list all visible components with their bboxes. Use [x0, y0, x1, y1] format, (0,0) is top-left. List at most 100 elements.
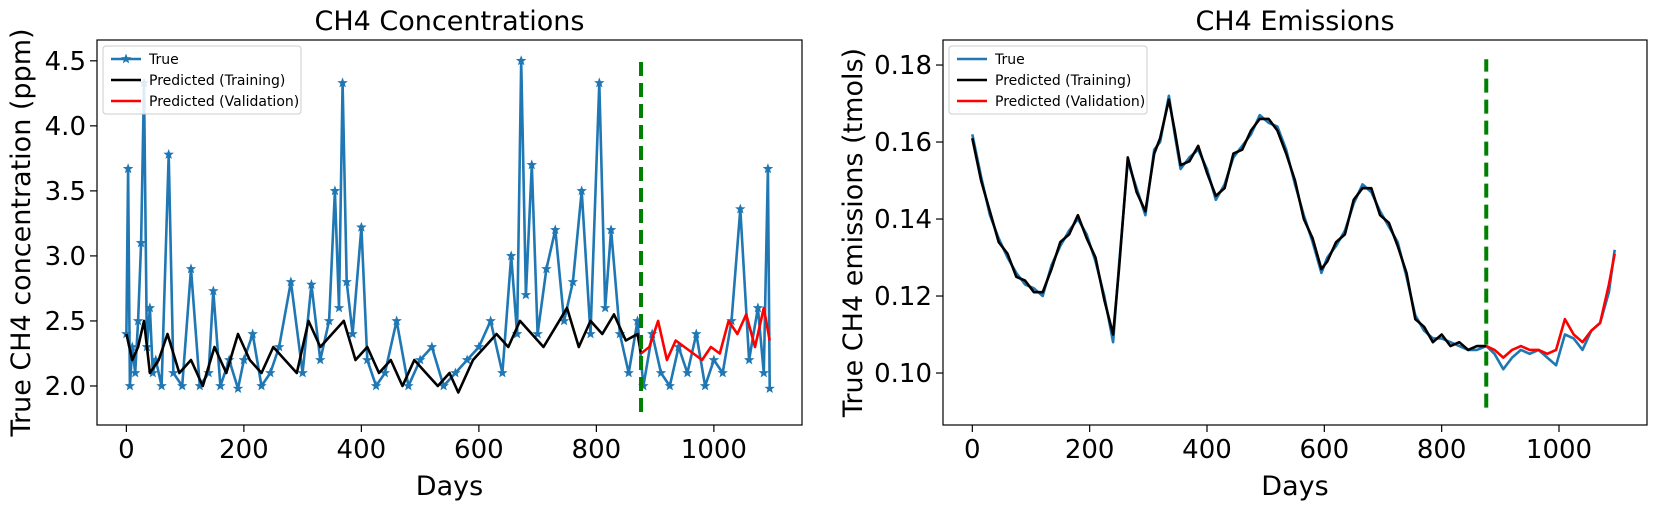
data-point-true — [691, 328, 702, 339]
chart-title: CH4 Emissions — [1195, 6, 1394, 37]
data-point-true — [717, 367, 728, 378]
data-point-true — [585, 328, 596, 339]
data-point-true — [520, 289, 532, 300]
data-point-true — [177, 380, 188, 391]
legend-label-predicted-validation: Predicted (Validation) — [995, 94, 1145, 110]
data-point-true — [673, 341, 684, 352]
data-point-true — [743, 354, 755, 365]
data-point-true — [614, 328, 626, 339]
data-point-true — [550, 224, 561, 235]
data-point-true — [600, 302, 611, 313]
plot-frame — [96, 39, 803, 426]
data-point-true — [347, 328, 358, 339]
y-tick-label: 3.5 — [45, 177, 86, 207]
data-point-true — [576, 185, 587, 196]
data-point-true — [473, 341, 485, 352]
data-point-true — [341, 276, 352, 287]
data-point-true — [156, 380, 167, 391]
data-point-true — [337, 77, 348, 88]
data-point-true — [632, 315, 643, 326]
data-point-true — [323, 315, 335, 326]
data-point-true — [362, 354, 373, 365]
data-point-true — [515, 55, 527, 66]
data-point-true — [273, 341, 285, 352]
data-point-true — [144, 302, 156, 313]
data-point-true — [699, 380, 711, 391]
data-point-true — [594, 77, 605, 88]
data-point-true — [426, 341, 438, 352]
data-point-true — [752, 302, 764, 313]
data-point-true — [256, 380, 267, 391]
data-point-true — [532, 328, 543, 339]
data-point-true — [762, 163, 774, 174]
data-point-true — [438, 380, 449, 391]
data-point-true — [370, 380, 382, 391]
x-axis-label: Days — [416, 471, 483, 502]
x-tick-label: 200 — [219, 435, 269, 465]
data-point-true — [333, 302, 345, 313]
series-line-predicted-training — [125, 306, 643, 394]
legend-box — [102, 45, 302, 115]
data-point-true — [708, 354, 720, 365]
legend-marker-true — [120, 53, 132, 64]
data-point-true — [124, 380, 136, 391]
series-line-predicted-training — [971, 98, 1487, 352]
data-point-true — [135, 237, 147, 248]
data-point-true — [163, 149, 174, 159]
plot-area — [971, 59, 1616, 408]
data-point-true — [150, 354, 161, 365]
series-line-predicted-validation — [640, 306, 771, 362]
x-tick-label: 400 — [1182, 435, 1232, 465]
data-point-true — [485, 315, 496, 326]
data-point-true — [647, 328, 658, 339]
x-tick-label: 200 — [1065, 435, 1115, 465]
y-axis-label: True CH4 emissions (tmols) — [838, 48, 869, 418]
data-point-true — [127, 341, 138, 352]
y-tick-label: 3.0 — [45, 242, 86, 272]
x-tick-label: 1000 — [681, 435, 747, 465]
legend-label-true: True — [148, 52, 179, 68]
data-point-true — [315, 354, 326, 365]
chart-title: CH4 Concentrations — [315, 6, 585, 37]
data-point-true — [297, 367, 308, 378]
x-tick-label: 0 — [118, 435, 135, 465]
x-tick-label: 0 — [964, 435, 981, 465]
data-point-true — [356, 221, 367, 232]
data-point-true — [403, 380, 414, 391]
data-point-true — [655, 367, 667, 378]
y-tick-label: 0.14 — [874, 205, 932, 235]
series-line-predicted-validation — [1485, 253, 1616, 359]
y-tick-label: 4.0 — [45, 112, 86, 142]
data-point-true — [461, 354, 473, 365]
y-tick-label: 2.5 — [45, 307, 86, 337]
data-point-true — [497, 367, 508, 378]
legend-label-true: True — [994, 52, 1025, 68]
x-axis-label: Days — [1261, 471, 1328, 502]
data-point-true — [122, 163, 134, 174]
x-tick-label: 400 — [337, 435, 387, 465]
data-point-true — [285, 276, 297, 287]
y-tick-label: 0.12 — [874, 282, 932, 312]
y-axis-label: True CH4 concentration (ppm) — [6, 28, 37, 437]
data-point-true — [605, 224, 617, 235]
x-tick-label: 600 — [1300, 435, 1350, 465]
data-point-true — [735, 203, 746, 214]
data-point-true — [558, 315, 570, 326]
data-point-true — [194, 380, 205, 391]
data-point-true — [232, 383, 244, 393]
data-point-true — [511, 328, 523, 339]
data-point-true — [238, 354, 250, 365]
data-point-true — [132, 315, 144, 326]
data-point-true — [215, 380, 226, 391]
y-tick-label: 0.10 — [874, 359, 932, 389]
data-point-true — [391, 315, 402, 326]
data-point-true — [121, 328, 132, 339]
data-point-true — [758, 367, 769, 378]
data-point-true — [682, 367, 693, 378]
data-point-true — [567, 276, 579, 287]
data-point-true — [506, 250, 517, 261]
legend-label-predicted-training: Predicted (Training) — [149, 73, 285, 89]
legend-box — [948, 45, 1148, 115]
x-tick-label: 600 — [454, 435, 504, 465]
